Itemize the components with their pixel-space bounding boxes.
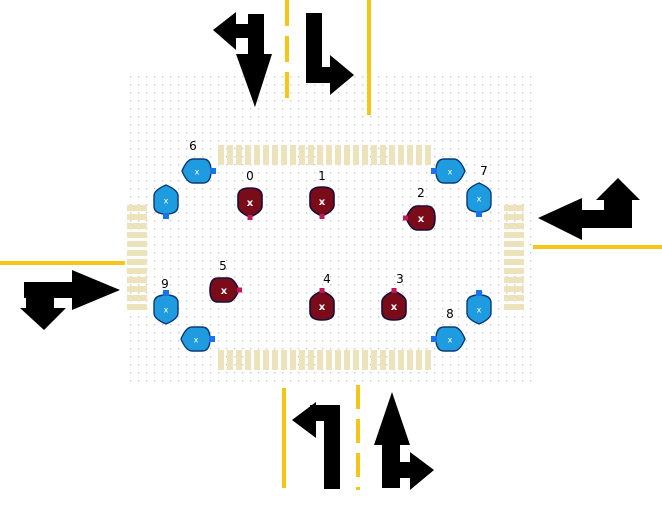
pedestrian-mark: x [448,168,453,177]
lane-lines [0,0,662,490]
pedestrian-heading-marker [210,168,216,174]
pedestrian-label: 9 [161,277,169,291]
left-straight-up-turn-arrow-icon [538,178,640,240]
vehicle-3[interactable]: x3 [381,272,407,321]
vehicle-4[interactable]: x4 [309,272,335,321]
vehicle-0[interactable]: x0 [237,169,263,220]
vehicle-5[interactable]: x5 [209,259,242,303]
pedestrian-body [180,326,211,352]
pedestrian-8b[interactable]: x [466,290,492,325]
vehicle-2[interactable]: x2 [403,186,436,231]
vehicle-body [405,205,436,231]
right-straight-down-turn-arrow-icon [20,270,120,330]
vehicle-label: 5 [219,259,227,273]
vehicle-label: 3 [396,272,404,286]
vehicle-label: 4 [323,272,331,286]
pedestrian-9b[interactable]: x [180,326,215,352]
pedestrian-7b[interactable]: x [466,182,492,217]
pedestrian-label: 6 [189,139,197,153]
pedestrian-heading-marker [476,211,482,217]
vehicle-heading-marker [237,287,242,293]
vehicle-heading-marker [403,215,408,221]
vehicle-mark: x [319,197,326,208]
vehicle-mark: x [247,198,254,209]
pedestrian-mark: x [164,306,169,315]
up-left-turn-arrow-icon [292,402,340,489]
vehicle-body [209,277,240,303]
vehicle-mark: x [221,286,228,297]
crosswalks [127,145,524,370]
crosswalk-west [127,205,147,310]
pedestrian-mark: x [195,168,200,177]
pedestrian-heading-marker [163,213,169,219]
down-right-turn-arrow-icon [306,13,354,95]
pedestrian-6[interactable]: x6 [181,139,216,184]
vehicle-mark: x [319,302,326,313]
pedestrian-body [466,182,492,213]
approach-arrows [20,12,640,490]
vehicle-heading-marker [391,288,397,293]
up-straight-right-turn-arrow-icon [374,392,434,490]
pedestrian-mark: x [164,197,169,206]
vehicle-heading-marker [247,215,253,220]
vehicle-1[interactable]: x1 [309,169,335,219]
pedestrian-mark: x [194,336,199,345]
vehicle-body [381,290,407,321]
pedestrian-heading-marker [163,290,169,296]
pedestrian-body [466,294,492,325]
pedestrian-body [181,158,212,184]
pedestrian-mark: x [448,336,453,345]
vehicle-label: 2 [417,186,425,200]
vehicle-body [237,187,263,218]
pedestrian-6b[interactable]: x [153,184,179,219]
pedestrian-mark: x [477,195,482,204]
pedestrian-9[interactable]: x9 [153,277,179,325]
vehicle-mark: x [418,214,425,225]
pedestrian-label: 8 [446,307,454,321]
pedestrian-heading-marker [476,290,482,296]
pedestrian-8[interactable]: x8 [431,307,466,352]
pedestrian-mark: x [477,306,482,315]
pedestrian-heading-marker [431,336,437,342]
vehicle-heading-marker [319,214,325,219]
pedestrian-body [435,326,466,352]
crosswalk-north [218,145,431,165]
pedestrian-heading-marker [431,168,437,174]
crosswalk-east [504,205,524,310]
vehicle-mark: x [391,302,398,313]
vehicle-body [309,290,335,321]
pedestrian-body [153,294,179,325]
left-straight-turn-arrow-icon [213,12,272,107]
pedestrian-label: 7 [480,164,488,178]
vehicle-label: 1 [318,169,326,183]
pedestrian-body [435,158,466,184]
vehicle-body [309,186,335,217]
pedestrian-body [153,184,179,215]
vehicle-heading-marker [319,288,325,293]
pedestrian-heading-marker [209,336,215,342]
vehicle-label: 0 [246,169,254,183]
crosswalk-south [218,350,431,370]
